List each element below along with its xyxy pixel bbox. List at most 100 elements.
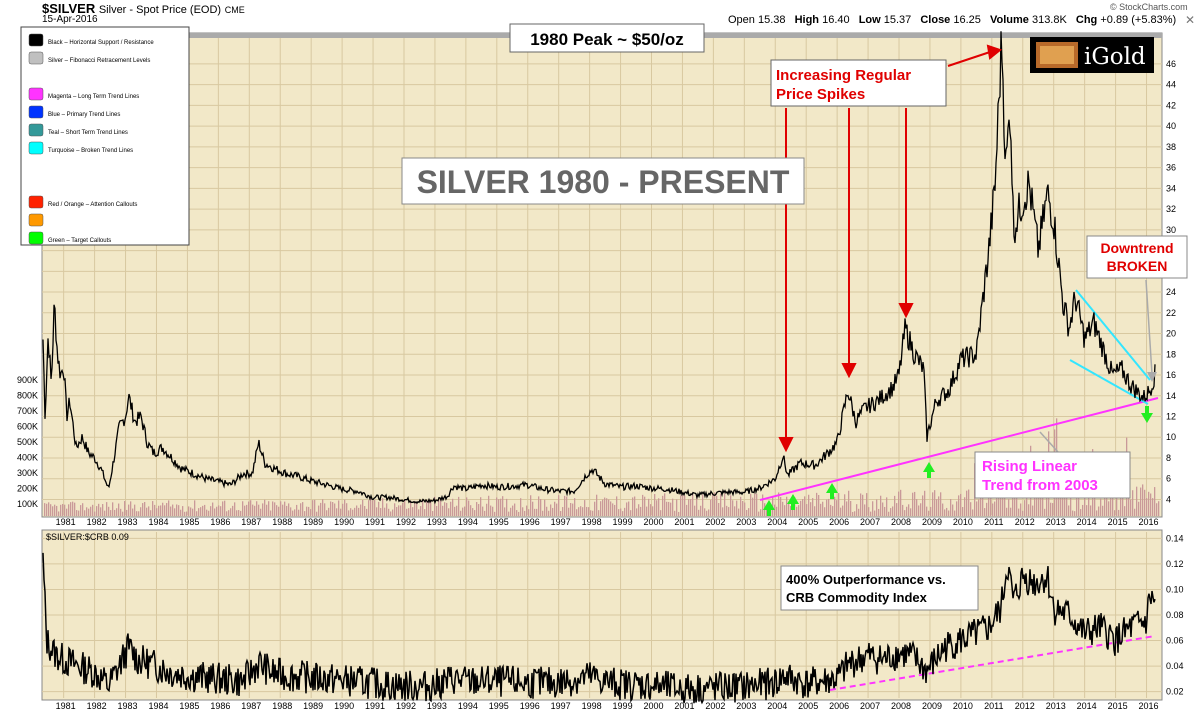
volume-bar	[564, 495, 566, 516]
volume-bar	[166, 503, 168, 516]
volume-bar	[724, 493, 726, 516]
legend-swatch-4	[28, 105, 44, 119]
volume-tick-label: 400K	[17, 453, 38, 463]
volume-bar	[626, 502, 628, 516]
volume-bar	[1010, 507, 1012, 516]
volume-bar	[102, 504, 104, 516]
volume-bar	[222, 501, 224, 516]
volume-bar	[1036, 495, 1038, 516]
legend-label-5: Teal – Short Term Trend Lines	[48, 130, 128, 136]
ratio-x-axis: 1981 1982 1983 1984 1985 1986 1987 1988 1989 1990…	[56, 701, 1159, 711]
legend-swatch-6	[28, 141, 44, 155]
volume-bar	[826, 499, 828, 516]
x-tick-label-lower: 1995	[489, 701, 509, 711]
volume-bar	[114, 509, 116, 516]
volume-bar	[384, 507, 386, 516]
volume-bar	[88, 508, 90, 516]
x-tick-label: 2006	[829, 517, 849, 527]
volume-bar	[902, 504, 904, 516]
volume-bar	[332, 502, 334, 516]
red-arrowhead-2004	[778, 437, 794, 453]
volume-bar	[436, 506, 438, 516]
volume-bar	[688, 499, 690, 516]
volume-bar	[1014, 485, 1016, 516]
volume-bar	[66, 508, 68, 516]
volume-tick-label: 600K	[17, 422, 38, 432]
volume-bar	[1032, 505, 1034, 516]
volume-bar	[168, 500, 170, 516]
volume-bar	[296, 504, 298, 516]
volume-bar	[884, 506, 886, 516]
volume-bar	[1148, 491, 1150, 516]
volume-bar	[928, 510, 930, 516]
x-tick-label-lower: 1983	[118, 701, 138, 711]
volume-bar	[64, 504, 66, 516]
volume-bar	[230, 508, 232, 516]
volume-bar	[612, 503, 614, 516]
legend-swatch-11	[28, 231, 44, 245]
y-tick-label: 24	[1166, 287, 1176, 297]
volume-bar	[398, 505, 400, 516]
stockcharts-credit: © StockCharts.com	[1110, 2, 1188, 12]
volume-bar	[246, 504, 248, 516]
volume-bar	[482, 506, 484, 516]
volume-bar	[870, 511, 872, 516]
volume-bar	[1076, 488, 1078, 516]
x-tick-label-lower: 1992	[396, 701, 416, 711]
rising-callout-box	[974, 451, 1131, 499]
volume-bar	[46, 503, 48, 516]
volume-bar	[782, 501, 784, 516]
green-target-arrows	[763, 406, 1153, 516]
grey-arrow-rising	[1039, 431, 1059, 453]
close-icon[interactable]: ✕	[1185, 13, 1196, 27]
volume-bar	[344, 499, 346, 516]
y-tick-label-lower: 0.02	[1166, 687, 1184, 697]
volume-bar	[310, 509, 312, 516]
volume-bar	[908, 504, 910, 516]
volume-bar	[162, 502, 164, 516]
volume-bar	[150, 510, 152, 516]
green-arrow-2004	[787, 494, 799, 510]
volume-bar	[90, 506, 92, 516]
x-tick-label-lower: 2010	[953, 701, 973, 711]
volume-bar	[554, 501, 556, 516]
volume-bar	[696, 494, 698, 516]
chart-date: 15-Apr-2016	[42, 14, 98, 25]
volume-bar	[256, 501, 258, 516]
volume-bar	[920, 503, 922, 516]
volume-bar	[526, 505, 528, 516]
volume-bar	[1098, 506, 1100, 516]
volume-bar	[214, 508, 216, 516]
volume-bar	[254, 505, 256, 516]
green-arrow-2003	[763, 500, 775, 516]
volume-bar	[680, 495, 682, 516]
volume-bar	[726, 505, 728, 516]
volume-bar	[560, 511, 562, 516]
volume-bar	[336, 508, 338, 516]
volume-bar	[484, 510, 486, 516]
volume-bar	[634, 496, 636, 516]
volume-bar	[44, 503, 46, 516]
price-panel	[41, 32, 1163, 518]
volume-bar	[898, 491, 900, 516]
volume-bar	[300, 503, 302, 516]
volume-bar	[810, 502, 812, 516]
volume-bar	[434, 496, 436, 516]
volume-bar	[670, 502, 672, 516]
volume-bar	[412, 507, 414, 516]
volume-bar	[410, 500, 412, 516]
volume-bar	[966, 490, 968, 516]
volume-bar	[302, 502, 304, 516]
volume-tick-label: 500K	[17, 437, 38, 447]
volume-bar	[1154, 487, 1156, 516]
volume-bar	[200, 507, 202, 516]
volume-bar	[1152, 498, 1154, 516]
volume-bar	[520, 498, 522, 516]
volume-bar	[352, 509, 354, 516]
volume-bar	[350, 508, 352, 516]
volume-bar	[784, 505, 786, 516]
volume-bar	[718, 503, 720, 516]
volume-bar	[294, 509, 296, 516]
x-tick-label-lower: 1981	[56, 701, 76, 711]
